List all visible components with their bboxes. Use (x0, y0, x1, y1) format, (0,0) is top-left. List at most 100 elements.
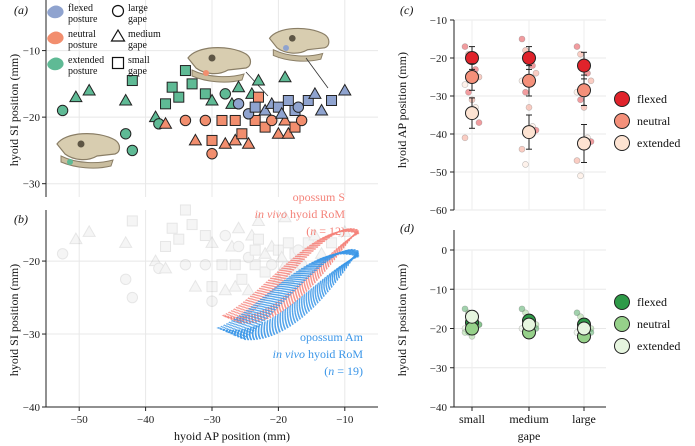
ghost-point (173, 233, 185, 245)
data-point-neutral-large (179, 114, 192, 127)
legend-marker-extended (614, 338, 630, 354)
mean-point-extended-large (577, 136, 591, 151)
data-point-neutral-medium (228, 133, 243, 146)
data-point-neutral-small (229, 114, 241, 126)
rom-loop (231, 229, 360, 322)
ghost-point (179, 204, 191, 216)
ghost-point (186, 219, 198, 231)
rom-loop (232, 250, 360, 337)
legend-label-neutral: neutral (637, 317, 671, 331)
data-point-extended-large (126, 144, 139, 157)
annotation-am-n: n (328, 364, 334, 378)
legend-marker-flexed (614, 91, 630, 107)
data-point-flexed-medium (308, 86, 322, 99)
ghost-point (216, 259, 228, 271)
rom-loop (226, 230, 360, 320)
panel-d: (d) −40 −30 −20 −10 0 small medium large hyoid… (395, 221, 680, 443)
annotation-am-paren: ( (324, 364, 328, 378)
ghost-point (228, 279, 243, 292)
rom-loop (241, 249, 359, 340)
skull-flexed-illustration (268, 27, 330, 62)
raw-point-large (577, 96, 584, 104)
legend-flexed-swatch (47, 5, 64, 19)
panel-a: (a) −30 −20 −10 hyoid SI position (mm) fle… (7, 0, 378, 197)
data-point-extended-large (119, 128, 132, 140)
data-point-extended-medium (205, 93, 219, 106)
ghost-point (118, 235, 133, 248)
legend-marker-neutral (614, 113, 630, 129)
panel-b: (b) −40 −30 −20 −50 −40 −30 −20 −10 hyoid SI p… (7, 190, 378, 443)
ghost-point (231, 221, 246, 234)
data-point-neutral-large (206, 148, 218, 160)
data-point-neutral-medium (188, 133, 203, 146)
ghost-point (153, 262, 165, 275)
ghost-point (160, 240, 172, 252)
skull-jaw (60, 155, 114, 169)
x-tick-label-medium: medium (509, 412, 549, 426)
panel-c-label: (c) (400, 3, 413, 17)
y-tick-label: −40 (23, 402, 41, 414)
rom-loop (243, 248, 359, 341)
y-tick-label: −50 (430, 167, 448, 179)
rom-loop (228, 251, 360, 335)
y-tick-label: −30 (23, 179, 41, 191)
rom-loop (223, 252, 360, 334)
legend-marker-neutral (614, 316, 630, 332)
annotation-s-line2: in vivo hyoid RoM (255, 207, 346, 221)
panel-a-legend: flexed posture neutral posture extended … (47, 3, 161, 77)
rom-loop (226, 251, 360, 335)
ghost-point (244, 228, 259, 241)
y-tick-label: −60 (430, 205, 448, 217)
ghost-point (258, 246, 272, 259)
y-tick-label: −20 (23, 112, 41, 124)
rom-loop (238, 249, 359, 339)
legend-medium-gape: medium gape (110, 28, 161, 51)
ghost-point (199, 230, 211, 242)
panel-d-label: (d) (400, 221, 414, 235)
raw-point-small (461, 134, 469, 142)
legend-large-gape: large gape (111, 3, 148, 25)
data-point-neutral-large (295, 114, 308, 127)
legend-neutral-label2: posture (68, 40, 98, 51)
legend-flexed-label2: posture (68, 14, 98, 25)
legend-label-extended: extended (637, 339, 680, 353)
skull-cranium (56, 133, 121, 161)
annotation-s-line3: (n = 12) (306, 224, 345, 238)
ghost-point (282, 237, 294, 249)
skull-cranium (187, 47, 252, 75)
legend-label-extended: extended (637, 136, 680, 150)
x-tick-label: −20 (270, 414, 288, 426)
data-point-neutral-medium (278, 113, 292, 126)
y-tick-label: −20 (23, 256, 41, 268)
raw-point-large (587, 77, 595, 85)
panel-b-label: (b) (14, 212, 28, 226)
rom-loop (217, 253, 360, 332)
ghost-point (148, 254, 163, 267)
y-tick-label: −30 (23, 329, 41, 341)
data-point-extended-medium (82, 83, 97, 96)
rom-loop (216, 253, 360, 331)
x-tick-label: −40 (137, 414, 155, 426)
data-point-extended-medium (278, 70, 292, 83)
legend-small-label: small (128, 55, 150, 66)
rom-loop (234, 250, 360, 337)
raw-point-large (573, 43, 581, 50)
raw-point-medium (518, 145, 526, 153)
data-point-extended-small (160, 98, 172, 110)
ghost-point (119, 273, 132, 286)
skull-orbit (208, 54, 216, 62)
ghost-point (251, 213, 266, 226)
data-point-flexed-medium (274, 106, 289, 119)
x-tick-label-large: large (572, 412, 596, 426)
skull-jaw (272, 48, 324, 62)
ghost-point (179, 259, 192, 271)
mean-point-neutral-small (465, 321, 479, 336)
data-point-extended-large (56, 104, 69, 117)
legend-neutral-label: neutral (68, 29, 96, 40)
rom-loop (223, 230, 360, 319)
x-tick-label: −30 (203, 414, 221, 426)
mean-point-extended-small (465, 309, 479, 324)
ghost-point (206, 295, 218, 307)
legend-neutral-swatch (47, 31, 64, 45)
legend-large-label2: gape (128, 14, 147, 25)
